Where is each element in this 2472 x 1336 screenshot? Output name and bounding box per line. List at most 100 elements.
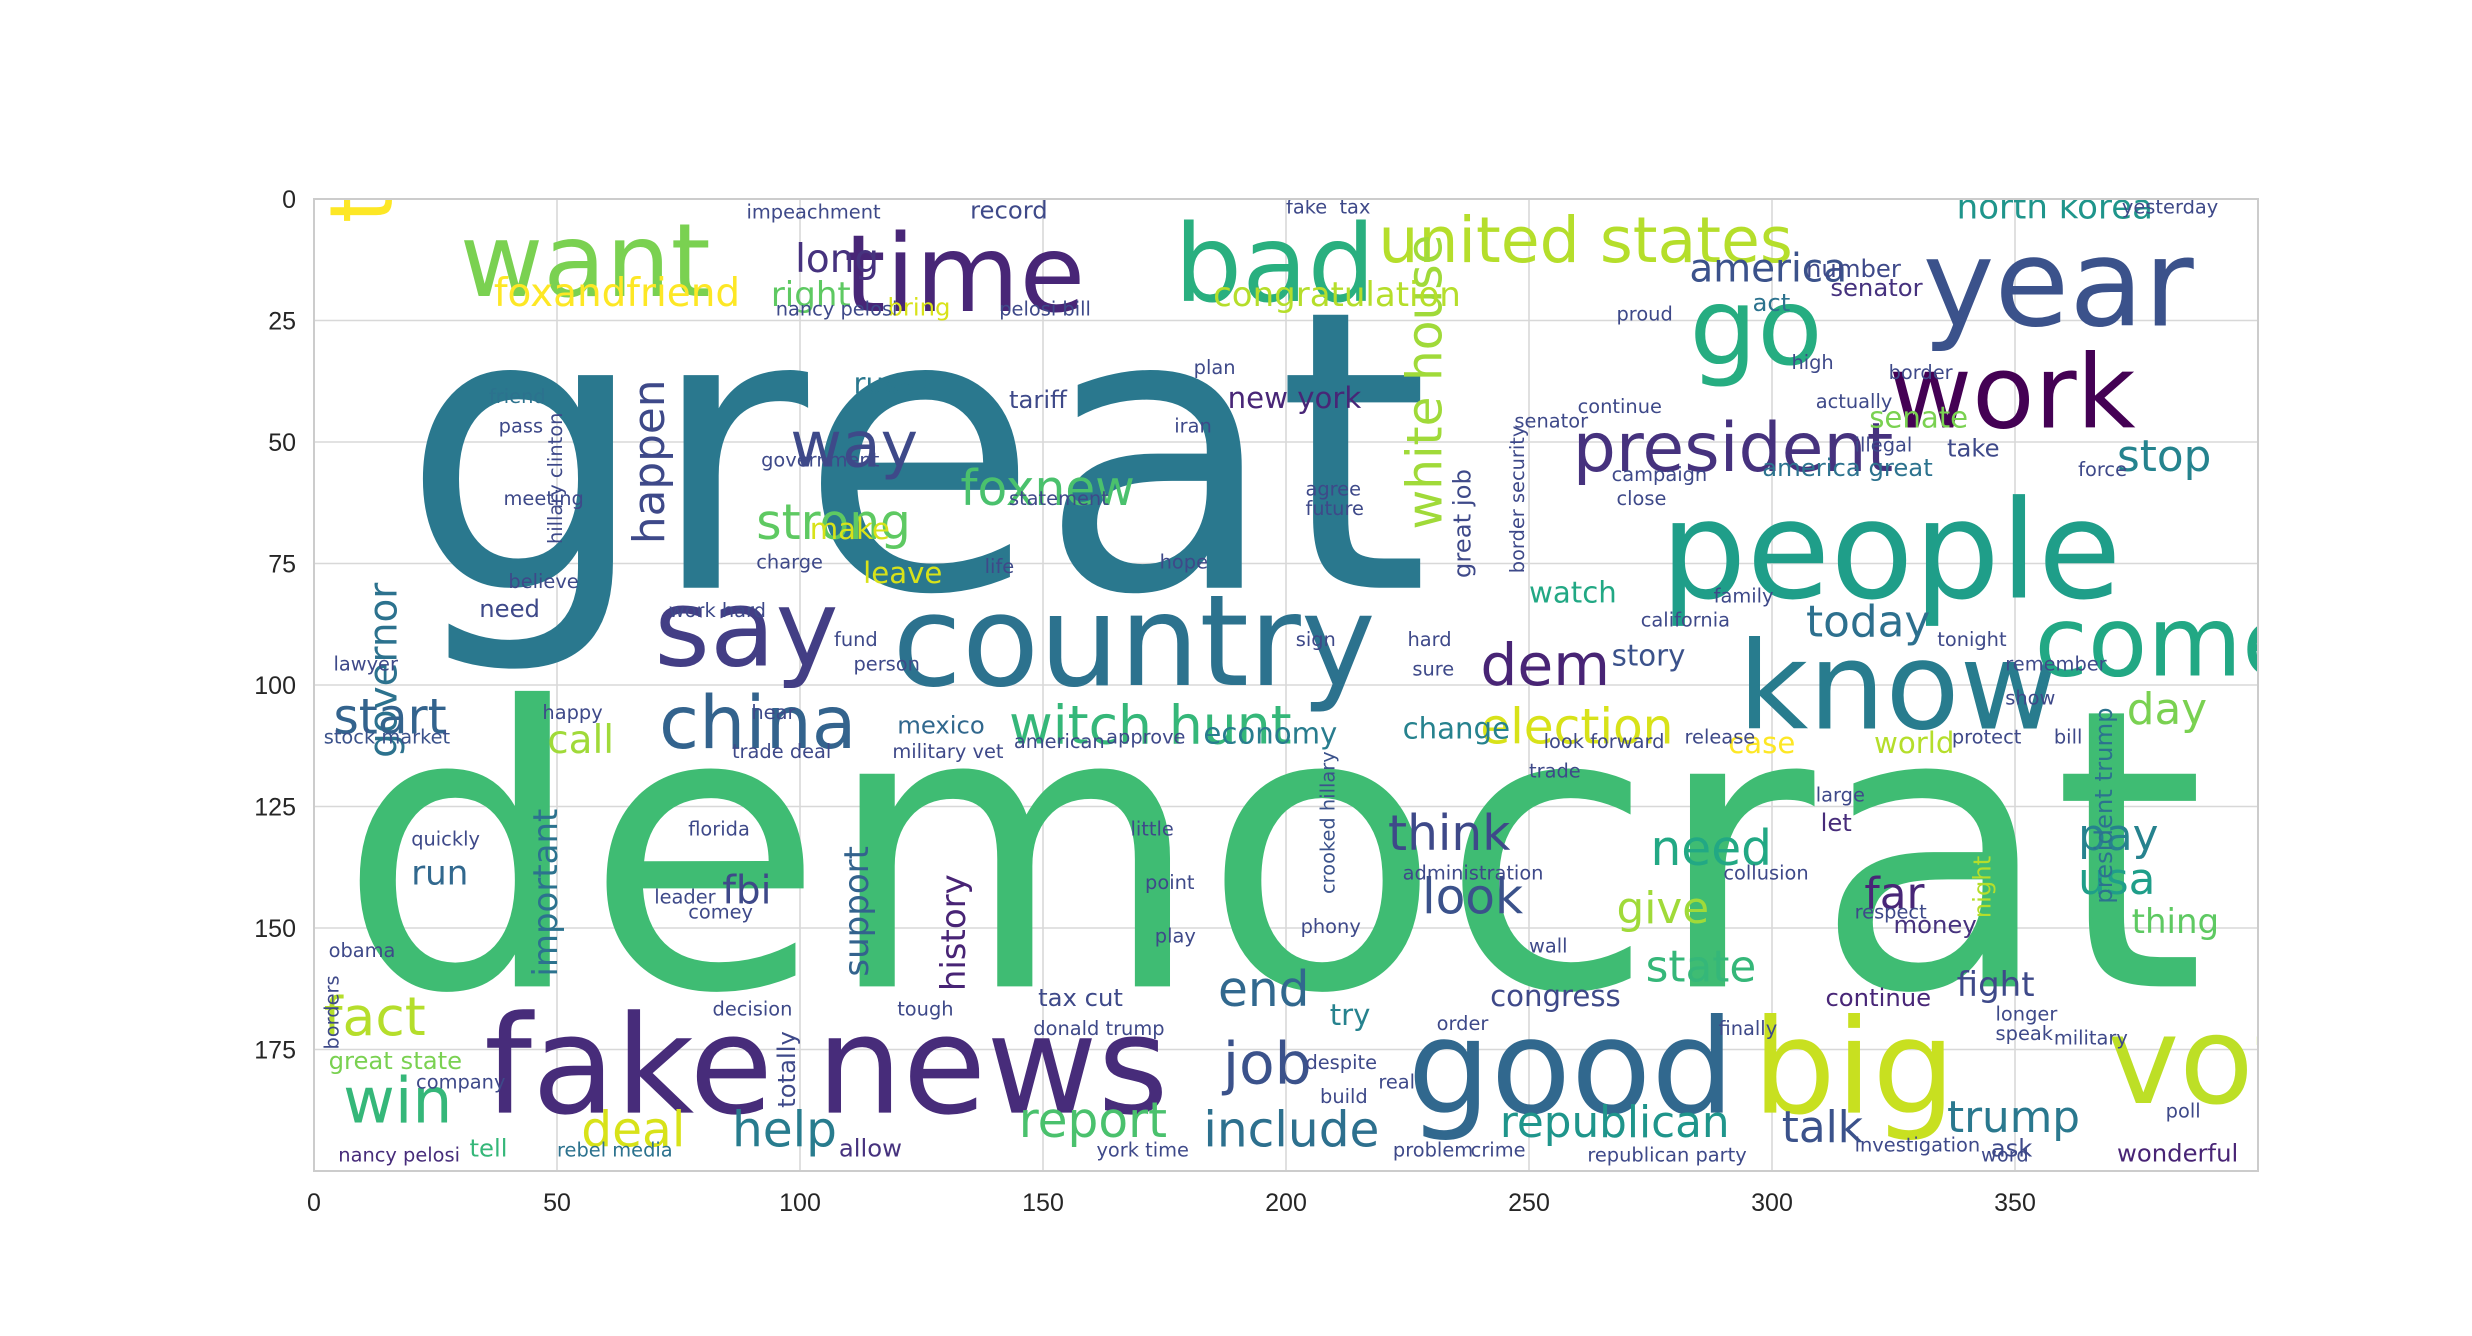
word-president-trump: president trump xyxy=(2089,707,2118,903)
word-trade-deal: trade deal xyxy=(732,740,831,763)
word-tax-cut: tax cut xyxy=(1038,983,1123,1012)
word-fight: fight xyxy=(1957,965,2035,1005)
word-united-states: united states xyxy=(1378,203,1792,277)
word-pay: pay xyxy=(2078,810,2158,861)
word-record: record xyxy=(970,195,1048,224)
word-allow: allow xyxy=(839,1133,902,1162)
word-long: long xyxy=(795,237,879,282)
word-fbi: fbi xyxy=(722,869,771,914)
word-want: want xyxy=(460,202,711,321)
word-day: day xyxy=(2127,684,2207,735)
word-friend: friend xyxy=(489,385,546,408)
word-crime: crime xyxy=(1471,1138,1526,1161)
word-job: job xyxy=(1221,1030,1312,1098)
word-go: go xyxy=(1689,266,1822,390)
word-statement: statement xyxy=(1009,487,1109,510)
word-future: future xyxy=(1305,497,1363,520)
word-happy: happy xyxy=(542,701,602,724)
word-include: include xyxy=(1203,1103,1379,1159)
word-fund: fund xyxy=(834,628,878,651)
word-life: life xyxy=(985,555,1015,578)
word-great: great xyxy=(401,227,1429,680)
word-build: build xyxy=(1320,1085,1368,1108)
word-take: take xyxy=(1947,434,2000,463)
word-show: show xyxy=(2005,686,2055,709)
word-people: people xyxy=(1660,473,2121,631)
y-tick-label: 125 xyxy=(254,794,296,822)
word-point: point xyxy=(1145,871,1195,894)
word-tonight: tonight xyxy=(1937,628,2007,651)
word-ask: ask xyxy=(1991,1133,2033,1162)
word-fake: fake xyxy=(1286,196,1327,219)
y-tick-label: 100 xyxy=(254,672,296,700)
word-impeachment: impeachment xyxy=(747,200,881,223)
word-approve: approve xyxy=(1106,725,1185,748)
word-despite: despite xyxy=(1305,1051,1377,1074)
word-right: right xyxy=(771,275,851,315)
word-border: border xyxy=(1889,361,1953,384)
word-respect: respect xyxy=(1855,900,1927,923)
word-obama: obama xyxy=(329,939,396,962)
word-meeting: meeting xyxy=(504,487,584,510)
word-believe: believe xyxy=(508,570,578,593)
word-protect: protect xyxy=(1952,725,2022,748)
word-good: good xyxy=(1408,991,1735,1144)
word-come: come xyxy=(2034,585,2301,698)
word-high: high xyxy=(1791,351,1833,374)
word-tax: tax xyxy=(1339,196,1370,219)
word-word: word xyxy=(1981,1143,2029,1166)
word-time: time xyxy=(844,213,1086,337)
word-campaign: campaign xyxy=(1612,463,1708,486)
word-country: country xyxy=(892,568,1375,715)
word-white-house: white house xyxy=(1398,234,1454,529)
word-decision: decision xyxy=(713,997,793,1020)
word-economy: economy xyxy=(1203,716,1337,750)
word-trade: trade xyxy=(1529,759,1581,782)
y-tick-label: 175 xyxy=(254,1037,296,1065)
word-say: say xyxy=(654,568,838,692)
word-longer: longer xyxy=(1996,1002,2058,1025)
word-rebel-media: rebel media xyxy=(557,1138,673,1161)
x-tick-label: 50 xyxy=(543,1189,571,1217)
word-bill: bill xyxy=(2054,725,2082,748)
word-company: company xyxy=(416,1070,505,1093)
word-bad: bad xyxy=(1174,203,1375,327)
word-tell: tell xyxy=(470,1133,508,1162)
word-give: give xyxy=(1616,883,1709,934)
word-donald-trump: donald trump xyxy=(1033,1017,1164,1040)
word-close: close xyxy=(1616,487,1666,510)
word-fake-news: fake news xyxy=(484,988,1168,1146)
word-charge: charge xyxy=(756,550,823,573)
word-remember: remember xyxy=(2005,652,2106,675)
word-thing: thing xyxy=(2132,902,2219,942)
word-win: win xyxy=(343,1063,452,1137)
word-agree: agree xyxy=(1305,477,1361,500)
word-know: know xyxy=(1738,616,2059,758)
word-talk: talk xyxy=(1782,1102,1864,1153)
word-continue: continue xyxy=(1825,983,1931,1012)
word-comey: comey xyxy=(688,900,753,923)
word-usa: usa xyxy=(2078,854,2155,905)
word-act: act xyxy=(1753,288,1791,317)
word-make: make xyxy=(810,512,890,546)
word-senate: senate xyxy=(1869,400,1968,434)
word-number: number xyxy=(1806,254,1901,283)
word-look-forward: look forward xyxy=(1544,730,1665,753)
word-lawyer: lawyer xyxy=(333,652,398,675)
word-election: election xyxy=(1480,699,1673,755)
word-nancy-pelosi: nancy pelosi xyxy=(776,298,898,321)
word-support: support xyxy=(837,846,877,977)
word-mexico: mexico xyxy=(897,711,985,740)
word-play: play xyxy=(1155,925,1196,948)
word-york-time: york time xyxy=(1096,1138,1189,1161)
word-illegal: illegal xyxy=(1855,434,1913,457)
word-hear: hear xyxy=(751,701,795,724)
word-problem: problem xyxy=(1393,1138,1473,1161)
word-sign: sign xyxy=(1296,628,1336,651)
word-military: military xyxy=(2054,1027,2128,1050)
word-history: history xyxy=(934,874,974,991)
word-president: president xyxy=(1573,409,1894,488)
word-senator: senator xyxy=(1830,273,1922,302)
word-poll: poll xyxy=(2166,1100,2201,1123)
